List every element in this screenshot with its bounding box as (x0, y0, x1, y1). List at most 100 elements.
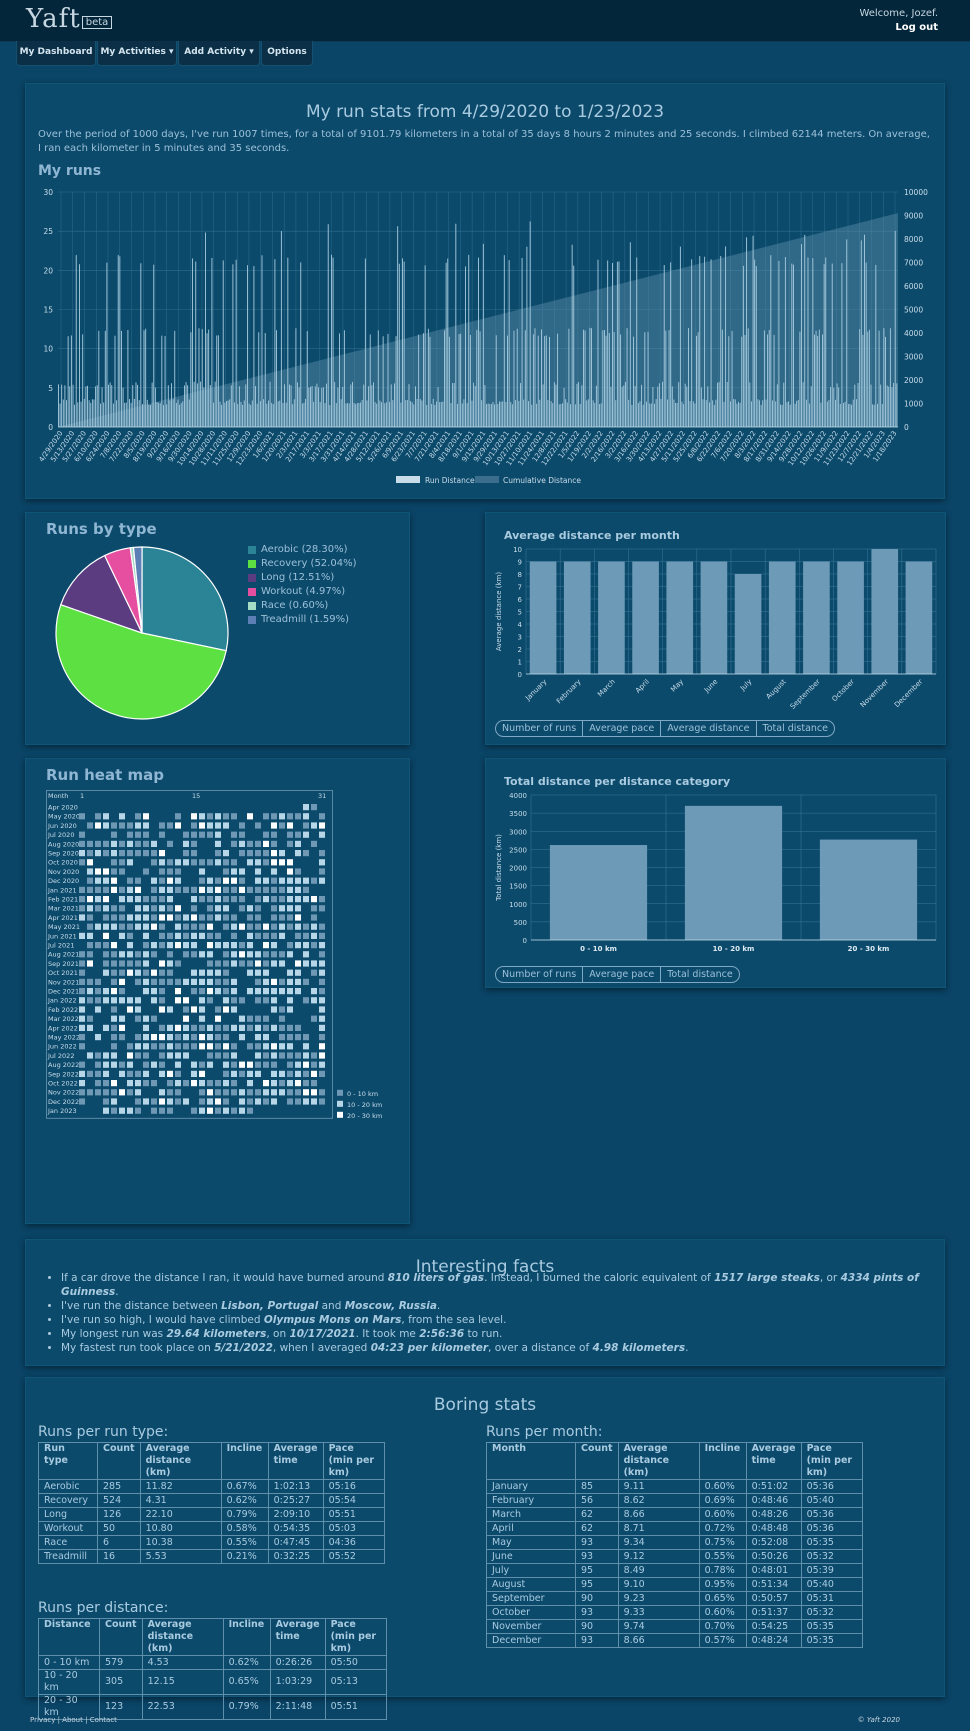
tab-total-distance[interactable]: Total distance (667, 969, 733, 980)
run-bar (445, 262, 447, 427)
heat-day-tick: 31 (318, 792, 326, 800)
x-tick-label: October (831, 678, 857, 704)
run-bar (591, 328, 592, 427)
heat-cell (311, 1015, 317, 1022)
nav-my-activities[interactable]: My Activities ▾ (97, 41, 177, 66)
logout-link[interactable]: Log out (895, 22, 938, 33)
fact-item: My longest run was 29.64 kilometers, on … (61, 1327, 944, 1341)
run-bar (98, 330, 100, 427)
tab-average-pace[interactable]: Average pace (583, 721, 662, 736)
run-bar (733, 399, 735, 427)
nav-add-activity[interactable]: Add Activity ▾ (178, 41, 260, 66)
heat-cell (199, 988, 205, 995)
heat-cell (167, 1052, 173, 1059)
y-tick-label: 0 (523, 937, 527, 945)
run-bar (159, 403, 161, 427)
run-bar (709, 402, 710, 427)
run-bar (405, 400, 407, 427)
y2-tick-label: 6000 (904, 282, 923, 291)
run-bar (618, 261, 620, 427)
fact-text: , from the sea level. (401, 1314, 507, 1326)
heat-cell (199, 896, 205, 903)
nav-options[interactable]: Options (261, 41, 313, 66)
heat-cell (175, 1080, 181, 1087)
run-bar (613, 331, 615, 427)
heat-cell (279, 877, 285, 884)
heat-cell (271, 868, 277, 875)
heat-cell (87, 905, 93, 912)
run-bar (831, 263, 833, 427)
table-cell: 126 (97, 1507, 141, 1522)
heat-cell (135, 840, 141, 847)
tab-number-of-runs[interactable]: Number of runs (496, 967, 584, 982)
table-cell: July (486, 1563, 576, 1578)
table-cell: 56 (575, 1493, 619, 1508)
nav-my-dashboard[interactable]: My Dashboard (16, 41, 96, 66)
run-bar (641, 384, 643, 427)
heat-cell (175, 1043, 181, 1050)
heat-cell (223, 960, 229, 967)
heat-cell (215, 1043, 221, 1050)
heat-cell (231, 813, 237, 820)
heat-cell (175, 859, 181, 866)
table-cell: 0.70% (698, 1619, 747, 1634)
heat-cell (311, 914, 317, 921)
heat-cell (231, 868, 237, 875)
heat-cell (223, 1061, 229, 1068)
run-bar (731, 330, 733, 427)
heat-cell (183, 831, 189, 838)
table-row: Workout 50 10.80 0.58% 0:54:35 05:03 (38, 1521, 385, 1536)
heat-cell (231, 932, 237, 939)
heat-cell (151, 923, 157, 930)
heat-cell (127, 969, 133, 976)
heat-cell (151, 969, 157, 976)
heat-cell (159, 932, 165, 939)
table-cell: 93 (575, 1605, 619, 1620)
run-bar (828, 399, 830, 427)
heat-month-label: Dec 2020 (48, 877, 79, 885)
run-bar (335, 403, 337, 427)
heat-cell (119, 960, 125, 967)
tab-total-distance[interactable]: Total distance (762, 723, 828, 734)
run-bar (364, 258, 366, 427)
run-bar (560, 403, 562, 427)
fact-highlight: 2:56:36 (419, 1328, 465, 1340)
app-logo[interactable]: Yaft beta (26, 4, 113, 34)
heat-cell (239, 905, 245, 912)
about-link[interactable]: About (62, 1716, 83, 1724)
run-bar (783, 382, 785, 427)
heat-cell (119, 886, 125, 893)
heat-cell (247, 840, 253, 847)
heat-cell (111, 914, 117, 921)
heat-month-label: Dec 2021 (48, 988, 79, 996)
avg-distance-panel: Average distance per month 0 1 2 3 4 5 6 7 8 9 10 J… (485, 512, 946, 745)
heat-cell (119, 969, 125, 976)
tab-average-distance[interactable]: Average distance (661, 721, 757, 736)
heat-cell (111, 886, 117, 893)
run-bar (770, 255, 772, 427)
heat-cell (231, 1052, 237, 1059)
run-bar (224, 402, 226, 427)
table-cell: 11.82 (139, 1479, 222, 1494)
run-bar (248, 403, 250, 427)
run-bar (163, 405, 164, 427)
run-bar (91, 399, 93, 427)
heat-cell (127, 822, 133, 829)
run-bar (313, 401, 315, 427)
contact-link[interactable]: Contact (89, 1716, 117, 1724)
run-bar (739, 402, 741, 427)
run-bar (704, 256, 706, 427)
tab-number-of-runs[interactable]: Number of runs (496, 721, 584, 736)
tab-average-pace[interactable]: Average pace (583, 967, 662, 982)
run-bar (565, 399, 567, 427)
distance-category-title: Total distance per distance category (504, 775, 731, 788)
table-cell: 16 (97, 1549, 141, 1564)
run-bar (765, 399, 767, 427)
heat-cell (311, 822, 317, 829)
heat-cell (311, 960, 317, 967)
run-bar (442, 401, 444, 427)
heat-cell (95, 822, 101, 829)
heat-cell (119, 1034, 125, 1041)
privacy-link[interactable]: Privacy (30, 1716, 56, 1724)
run-bar (867, 331, 869, 427)
